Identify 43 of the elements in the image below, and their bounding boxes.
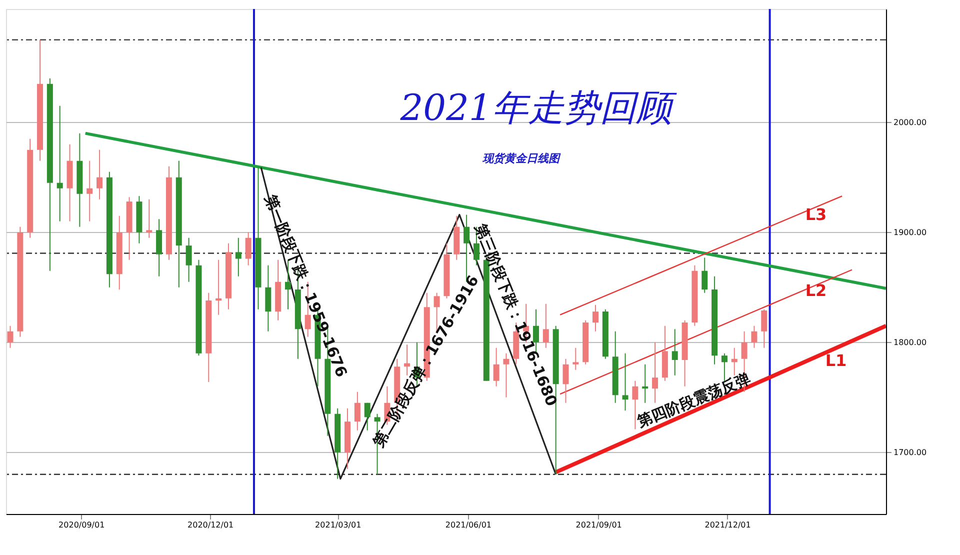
x-tick-label: 2021/12/01 xyxy=(704,520,751,530)
annotation: L1 xyxy=(825,351,847,370)
candlestick xyxy=(503,352,510,398)
candlestick xyxy=(186,237,192,282)
candlestick xyxy=(364,402,370,431)
x-tick-label: 2021/03/01 xyxy=(315,520,362,530)
candlestick xyxy=(632,380,638,430)
candlestick xyxy=(56,105,63,222)
candlestick xyxy=(404,344,410,376)
y-tick-label: 2000.00 xyxy=(894,118,927,127)
text: 现货黄金日线图 xyxy=(482,152,562,165)
candlestick xyxy=(96,149,103,200)
x-tick-label: 2021/06/01 xyxy=(445,520,492,530)
candlestick xyxy=(354,391,360,431)
candlestick xyxy=(592,304,598,332)
annotation: L3 xyxy=(805,205,827,224)
candlestick xyxy=(7,325,14,348)
text: 2021年走势回顾 xyxy=(399,88,677,129)
line-series xyxy=(260,166,557,480)
y-tick-label: 1700.00 xyxy=(894,448,927,457)
candlestick xyxy=(751,325,758,348)
candlestick xyxy=(672,328,678,376)
x-tick-label: 2020/09/01 xyxy=(58,520,105,530)
candlestick xyxy=(434,292,440,332)
y-tick-label: 1800.00 xyxy=(894,338,927,347)
x-tick-label: 2020/12/01 xyxy=(188,520,234,530)
y-tick-label: 1900.00 xyxy=(894,228,927,237)
candlestick xyxy=(702,257,708,294)
candlestick xyxy=(493,347,500,387)
candlestick xyxy=(562,358,569,404)
annotation: 第四阶段震荡反弹 xyxy=(634,369,754,432)
candlestick xyxy=(572,347,579,370)
candlestick xyxy=(761,308,768,348)
candlestick xyxy=(245,232,252,266)
candlestick xyxy=(86,160,93,222)
x-tick-label: 2021/09/01 xyxy=(576,520,622,530)
annotation: L2 xyxy=(805,281,827,300)
candlestick xyxy=(235,237,242,277)
candlestick xyxy=(216,259,222,316)
candlestick xyxy=(652,342,658,404)
candlestick xyxy=(622,352,628,412)
candlestick xyxy=(642,364,648,404)
candlestick xyxy=(146,198,152,238)
